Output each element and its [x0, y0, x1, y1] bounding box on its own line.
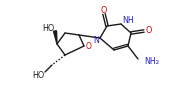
Text: N: N [93, 36, 99, 44]
Polygon shape [53, 31, 57, 44]
Text: O: O [146, 26, 152, 34]
Text: O: O [86, 42, 92, 50]
Text: HO: HO [32, 71, 44, 80]
Text: NH: NH [122, 15, 134, 25]
Text: O: O [101, 6, 107, 15]
Text: NH₂: NH₂ [145, 57, 159, 66]
Text: HO: HO [42, 23, 54, 33]
